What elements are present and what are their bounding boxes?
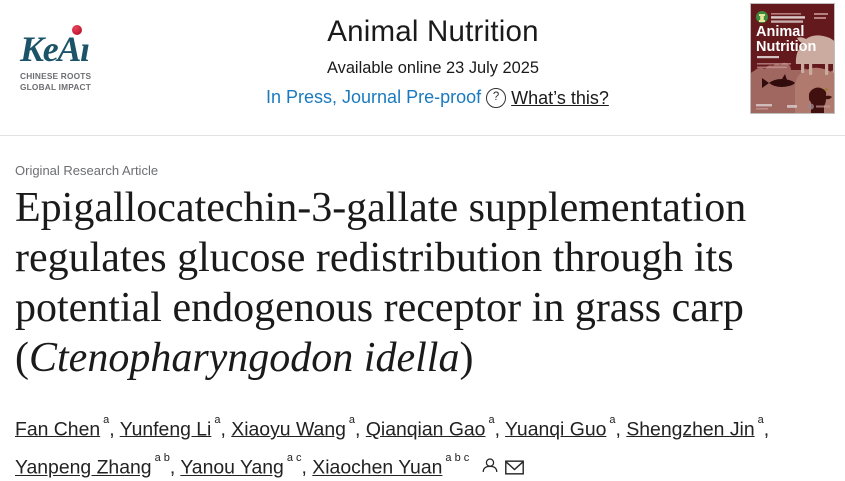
svg-text:Animal: Animal [756, 24, 804, 40]
svg-text:Nutrition: Nutrition [756, 39, 816, 55]
